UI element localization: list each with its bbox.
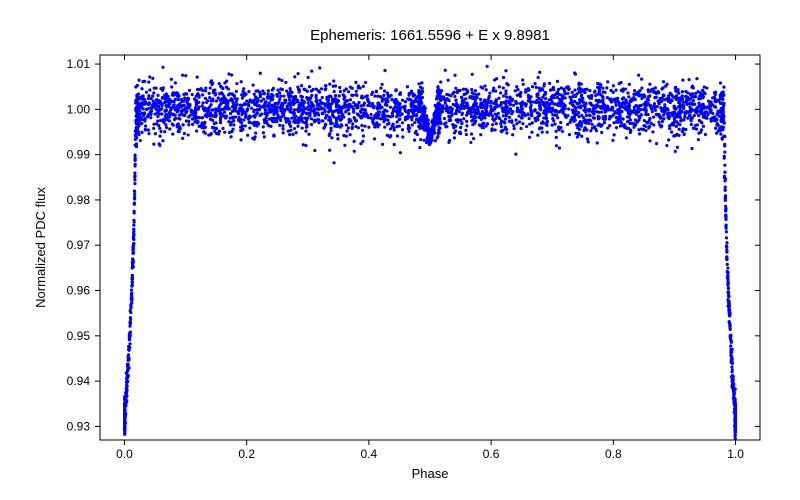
plot-svg: 0.0 0.2 0.4 0.6 0.8 1.0 0.93 0.94 0.95 0.96 0.97 0.… bbox=[0, 0, 800, 500]
y-tick-label: 0.94 bbox=[67, 374, 91, 388]
x-tick-label: 0.6 bbox=[483, 447, 500, 461]
y-tick-label: 0.99 bbox=[67, 148, 91, 162]
y-tick-label: 0.93 bbox=[67, 419, 91, 433]
y-tick-label: 0.96 bbox=[67, 284, 91, 298]
x-tick-label: 0.0 bbox=[116, 447, 133, 461]
chart-title: Ephemeris: 1661.5596 + E x 9.8981 bbox=[310, 27, 550, 44]
x-tick-label: 0.2 bbox=[238, 447, 255, 461]
x-tick-label: 1.0 bbox=[727, 447, 744, 461]
x-axis-label: Phase bbox=[412, 466, 449, 481]
y-tick-label: 1.00 bbox=[67, 102, 91, 116]
y-tick-label: 0.97 bbox=[67, 238, 91, 252]
y-axis-label: Normalized PDC flux bbox=[33, 187, 48, 308]
y-tick-label: 1.01 bbox=[67, 57, 91, 71]
x-tick-label: 0.8 bbox=[605, 447, 622, 461]
y-tick-label: 0.98 bbox=[67, 193, 91, 207]
x-tick-label: 0.4 bbox=[361, 447, 378, 461]
light-curve-chart: 0.0 0.2 0.4 0.6 0.8 1.0 0.93 0.94 0.95 0.96 0.97 0.… bbox=[0, 0, 800, 500]
y-tick-label: 0.95 bbox=[67, 329, 91, 343]
